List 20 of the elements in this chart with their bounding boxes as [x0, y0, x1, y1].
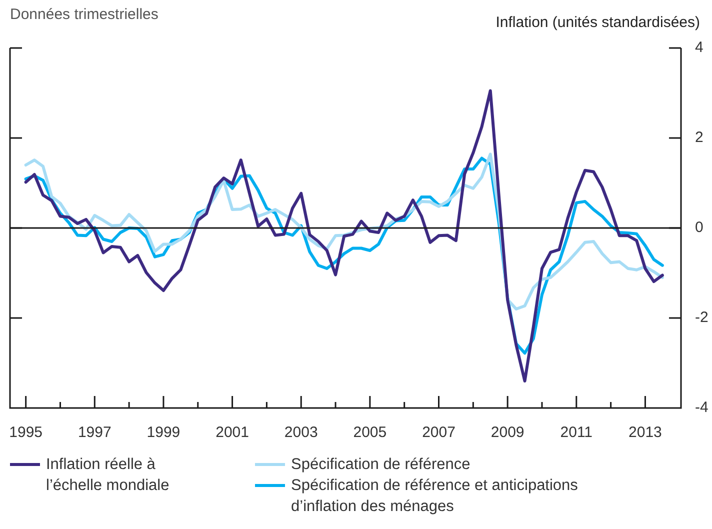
x-tick-label: 1995 — [9, 424, 43, 442]
y-tick-label: 4 — [695, 39, 704, 56]
x-tick-label: 2013 — [628, 424, 662, 442]
x-tick-label: 1997 — [78, 424, 112, 442]
y-tick-label: 0 — [695, 219, 704, 236]
x-tick-label: 2009 — [490, 424, 524, 442]
x-tick-label: 2003 — [284, 424, 318, 442]
y-tick-label: 2 — [695, 129, 704, 146]
x-tick-label: 2005 — [353, 424, 387, 442]
legend-label: Spécification de référence — [291, 455, 470, 475]
legend-label: Inflation réelle à l’échelle mondiale — [46, 455, 170, 496]
y-tick-label: -2 — [695, 309, 708, 326]
y-tick-label: -4 — [695, 399, 708, 416]
legend-label: Spécification de référence et anticipations d’inflation des ménages — [291, 476, 579, 517]
x-tick-label: 2007 — [422, 424, 456, 442]
y-axis-title: Inflation (unités standardisées) — [496, 14, 700, 31]
x-tick-label: 1999 — [146, 424, 180, 442]
chart-subtitle: Données trimestrielles — [10, 6, 158, 23]
x-tick-label: 2001 — [216, 424, 249, 442]
x-tick-label: 2011 — [560, 424, 593, 442]
